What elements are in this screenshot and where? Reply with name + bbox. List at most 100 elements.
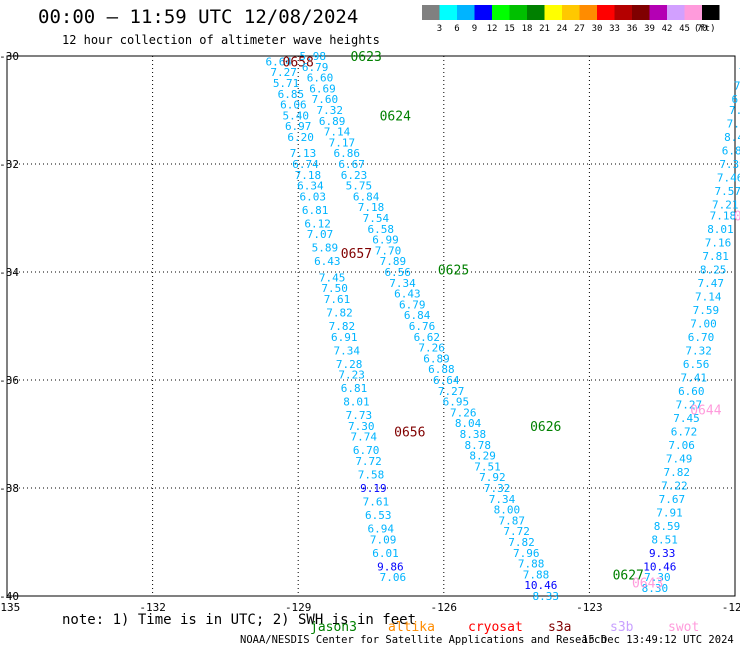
swh-point-label: 6.58 bbox=[367, 223, 394, 236]
swh-point-label: 8.59 bbox=[654, 520, 681, 533]
swh-point-label: 6.12 bbox=[304, 217, 331, 230]
swh-point-label: 7.45 bbox=[673, 412, 700, 425]
swh-point-label: 6.85 bbox=[278, 88, 305, 101]
swh-point-label: 6.20 bbox=[287, 131, 314, 144]
swh-point-label: 7.67 bbox=[659, 493, 686, 506]
swh-point-label: 7.54 bbox=[363, 212, 390, 225]
swh-point-label: 7.34 bbox=[489, 493, 516, 506]
swh-point-label: 7.18 bbox=[710, 209, 737, 222]
swh-point-label: 6.79 bbox=[399, 298, 426, 311]
colorbar-swatch bbox=[527, 5, 545, 20]
swh-point-label: 7.06 bbox=[380, 571, 407, 584]
colorbar-swatch bbox=[544, 5, 562, 20]
swh-point-label: 6.84 bbox=[353, 190, 380, 203]
swh-point-label: 7.26 bbox=[450, 406, 477, 419]
swh-point-label: 6.91 bbox=[731, 93, 740, 106]
swh-point-label: 6.88 bbox=[428, 363, 455, 376]
colorbar-tick: 3 bbox=[437, 24, 442, 34]
swh-point-label: 7.96 bbox=[513, 547, 540, 560]
y-tick-label: -36 bbox=[0, 374, 19, 387]
swh-point-label: 7.73 bbox=[346, 409, 373, 422]
swh-point-label: 7.40 bbox=[739, 66, 740, 79]
swh-point-label: 8.29 bbox=[469, 450, 496, 463]
swh-point-label: 7.32 bbox=[685, 344, 712, 357]
swh-point-label: 6.67 bbox=[338, 158, 365, 171]
swh-point-label: 7.17 bbox=[329, 136, 356, 149]
swh-point-label: 7.18 bbox=[295, 169, 322, 182]
swh-point-label: 6.81 bbox=[341, 382, 368, 395]
x-tick-label: -126 bbox=[431, 601, 458, 614]
colorbar-tick: 36 bbox=[627, 24, 638, 34]
swh-point-label: 7.13 bbox=[290, 147, 317, 160]
swh-point-label: 6.23 bbox=[341, 169, 368, 182]
swh-point-label: 9.86 bbox=[377, 560, 404, 573]
y-tick-label: -40 bbox=[0, 590, 19, 603]
legend-item-s3a: s3a bbox=[548, 620, 572, 635]
swh-point-label: 8.00 bbox=[494, 504, 521, 517]
colorbar-tick: 27 bbox=[574, 24, 585, 34]
colorbar-swatch bbox=[439, 5, 457, 20]
colorbar-tick: 9 bbox=[472, 24, 477, 34]
swh-point-label: 7.32 bbox=[484, 482, 511, 495]
pass-label: 0623 bbox=[350, 50, 381, 65]
swh-point-label: 7.14 bbox=[324, 126, 351, 139]
swh-point-label: 7.70 bbox=[375, 244, 402, 257]
swh-point-label: 6.72 bbox=[671, 425, 698, 438]
swh-point-label: 7.61 bbox=[324, 293, 351, 306]
swh-point-label: 6.69 bbox=[309, 82, 336, 95]
swh-point-label: 6.81 bbox=[722, 145, 740, 158]
swh-point-label: 8.30 bbox=[642, 582, 669, 595]
swh-point-label: 7.07 bbox=[307, 228, 334, 241]
x-tick-label: -135 bbox=[0, 601, 20, 614]
legend-item-jason3: jason3 bbox=[310, 620, 357, 635]
swh-point-label: 7.27 bbox=[729, 104, 740, 117]
pass-label: 0643 bbox=[632, 577, 663, 592]
swh-point-label: 7.82 bbox=[508, 536, 535, 549]
swh-point-label: 7.47 bbox=[697, 277, 724, 290]
footer-timestamp: 15 Dec 13:49:12 UTC 2024 bbox=[582, 634, 734, 646]
colorbar-tick: 18 bbox=[522, 24, 533, 34]
pass-label: 0627 bbox=[613, 568, 644, 583]
colorbar-tick: 6 bbox=[454, 24, 459, 34]
colorbar-swatch bbox=[632, 5, 650, 20]
swh-point-label: 6.06 bbox=[280, 99, 307, 112]
swh-point-label: 6.84 bbox=[404, 309, 431, 322]
colorbar-tick: 70 bbox=[697, 24, 708, 34]
swh-point-label: 7.60 bbox=[312, 93, 339, 106]
colorbar-tick: 45 bbox=[679, 24, 690, 34]
legend-item-altika: altika bbox=[388, 620, 435, 635]
colorbar-swatch bbox=[422, 5, 440, 20]
swh-point-label: 6.56 bbox=[683, 358, 710, 371]
swh-point-label: 7.41 bbox=[680, 371, 707, 384]
swh-point-label: 7.81 bbox=[702, 250, 729, 263]
colorbar-swatch bbox=[649, 5, 667, 20]
colorbar-swatch bbox=[562, 5, 580, 20]
pass-label: 0658 bbox=[283, 55, 314, 70]
swh-point-label: 5.40 bbox=[283, 109, 310, 122]
swh-point-label: 5.98 bbox=[300, 50, 327, 63]
swh-point-label: 6.43 bbox=[394, 288, 421, 301]
swh-point-label: 7.27 bbox=[676, 398, 703, 411]
colorbar-unit: (ft) bbox=[694, 24, 716, 34]
colorbar-swatch bbox=[597, 5, 615, 20]
colorbar-tick: 15 bbox=[504, 24, 515, 34]
swh-point-label: 5.75 bbox=[346, 180, 373, 193]
swh-point-label: 7.28 bbox=[336, 358, 363, 371]
colorbar-tick: 30 bbox=[592, 24, 603, 34]
legend-item-swot: swot bbox=[668, 620, 700, 635]
swh-point-label: 7.51 bbox=[474, 460, 501, 473]
chart-subtitle: 12 hour collection of altimeter wave hei… bbox=[62, 33, 380, 47]
swh-point-label: 6.62 bbox=[414, 331, 441, 344]
colorbar-tick: 12 bbox=[487, 24, 498, 34]
colorbar-swatch bbox=[457, 5, 475, 20]
swh-point-label: 7.61 bbox=[363, 496, 390, 509]
swh-point-label: 6.89 bbox=[319, 115, 346, 128]
legend-item-s3b: s3b bbox=[610, 620, 634, 635]
swh-point-label: 10.46 bbox=[643, 560, 676, 573]
legend-item-cryosat: cryosat bbox=[468, 620, 523, 635]
pass-label: 0626 bbox=[530, 420, 561, 435]
swh-point-label: 7.74 bbox=[350, 431, 377, 444]
swh-point-label: 7.32 bbox=[316, 104, 343, 117]
swh-point-label: 6.74 bbox=[292, 158, 319, 171]
